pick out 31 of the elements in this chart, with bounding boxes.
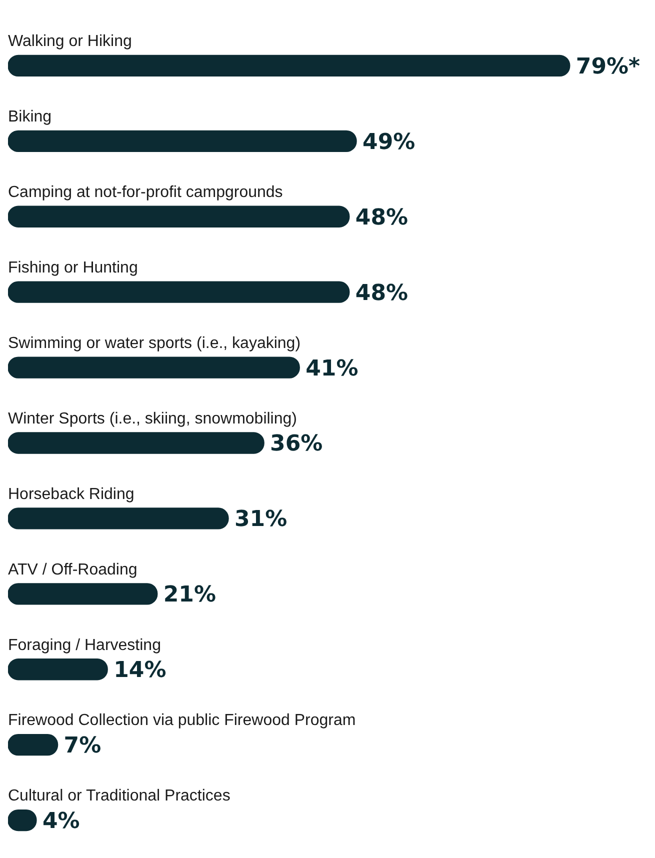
- data-label: 48%: [355, 280, 408, 306]
- y-tick-label: Biking: [8, 108, 52, 126]
- bar: [8, 432, 264, 454]
- bar: [8, 658, 108, 680]
- y-tick-label: Camping at not-for-profit campgrounds: [8, 184, 283, 202]
- y-tick-label: Swimming or water sports (i.e., kayaking): [8, 334, 301, 352]
- bar: [8, 281, 350, 303]
- data-label: 14%: [114, 658, 166, 684]
- bar: [8, 206, 350, 228]
- y-tick-label: Fishing or Hunting: [8, 259, 138, 276]
- y-tick-label: Horseback Riding: [8, 486, 134, 503]
- y-tick-label: ATV / Off-Roading: [8, 561, 138, 578]
- y-tick-label: Winter Sports (i.e., skiing, snowmobiling): [8, 410, 297, 428]
- data-label: 48%: [355, 205, 408, 230]
- data-label: 49%: [362, 130, 416, 155]
- y-tick-label: Foraging / Harvesting: [8, 636, 161, 654]
- bar: [8, 54, 570, 77]
- bar: [8, 356, 300, 378]
- data-label: 31%: [234, 507, 288, 532]
- data-label: 4%: [42, 808, 80, 834]
- y-tick-label: Walking or Hiking: [8, 33, 132, 50]
- data-label: 21%: [163, 582, 216, 608]
- data-label: 41%: [306, 356, 358, 382]
- y-tick-label: Firewood Collection via public Firewood Program: [8, 712, 356, 730]
- data-label: 7%: [64, 734, 102, 759]
- bar: [8, 508, 229, 530]
- bar: [8, 130, 357, 152]
- data-label: 36%: [270, 432, 323, 457]
- bar: [8, 583, 158, 605]
- y-tick-label: Cultural or Traditional Practices: [8, 788, 230, 805]
- data-label: 79%*: [576, 54, 641, 80]
